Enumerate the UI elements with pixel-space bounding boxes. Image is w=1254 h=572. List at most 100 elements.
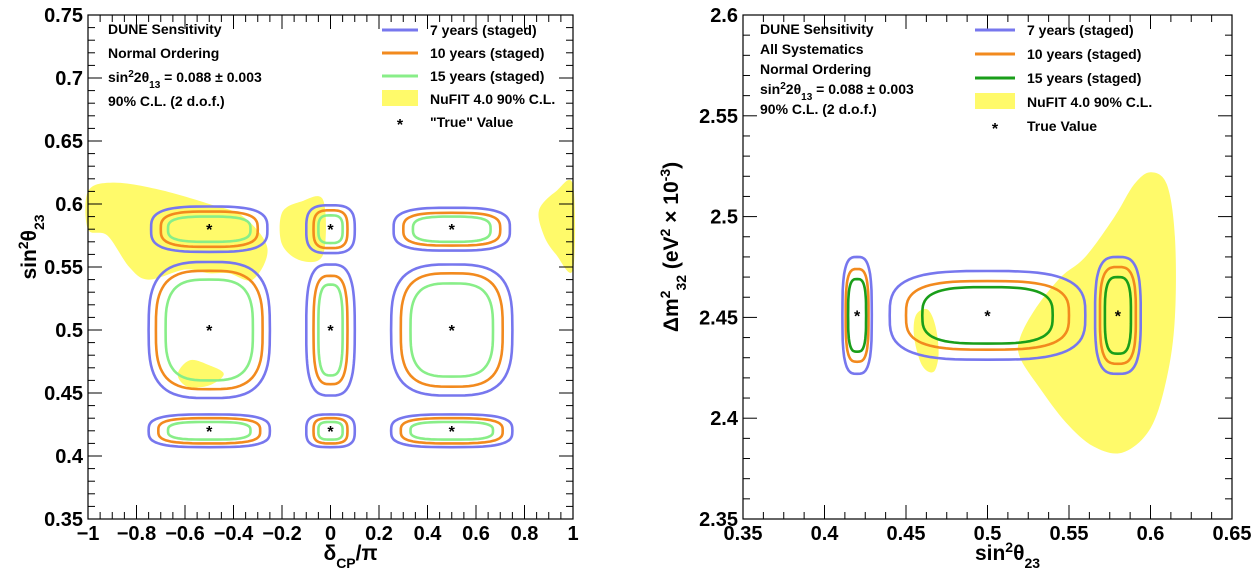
- y-tick-label: 0.7: [55, 68, 83, 90]
- contour-line: [312, 416, 349, 445]
- y-tick-label: 2.35: [699, 509, 738, 531]
- legend-label: 15 years (staged): [430, 68, 544, 84]
- contour-line: [399, 416, 505, 445]
- annotation-line: DUNE Sensitivity: [108, 21, 222, 37]
- legend-swatch-fill: [975, 93, 1015, 109]
- y-tick-label: 0.45: [44, 383, 83, 405]
- contour-line: [317, 213, 344, 245]
- true-value-marker: *: [327, 424, 334, 441]
- nufit-region: [177, 359, 224, 388]
- true-value-marker: *: [854, 308, 861, 325]
- x-tick-label: 0.4: [811, 523, 840, 545]
- x-tick-label: 0.8: [511, 523, 539, 545]
- x-axis-title: δCP/π: [323, 542, 377, 571]
- contour-line: [305, 204, 357, 255]
- contour-line: [317, 283, 344, 377]
- contour-line: [317, 420, 344, 441]
- y-tick-label: 0.65: [44, 131, 83, 153]
- x-tick-label: 0: [325, 523, 336, 545]
- annotation-line: Normal Ordering: [108, 45, 219, 61]
- contour-line: [1098, 265, 1138, 366]
- x-tick-label: 0.6: [462, 523, 490, 545]
- contour-line: [392, 206, 512, 252]
- x-tick-label: −1: [77, 523, 100, 545]
- legend-label: 7 years (staged): [1027, 22, 1134, 38]
- y-tick-label: 0.55: [44, 257, 83, 279]
- y-tick-label: 2.5: [710, 207, 738, 229]
- contour-line: [920, 285, 1055, 345]
- contour-line: [312, 209, 349, 250]
- left-chart-panel: * * * * * * * * * −1 −0.8 −0.6 −0.4 −0.2 0 0.2 0.4 0.6 0.8…: [15, 5, 579, 571]
- contour-line: [904, 279, 1071, 352]
- x-axis-title: sin2θ23: [975, 539, 1040, 571]
- contour-line: [1093, 255, 1142, 376]
- legend-label: 15 years (staged): [1027, 70, 1141, 86]
- contour-line: [147, 413, 272, 449]
- x-tick-label: 0.6: [1137, 523, 1165, 545]
- contour-line: [312, 274, 349, 386]
- true-value-marker: *: [327, 222, 334, 239]
- contour-line: [409, 282, 495, 378]
- y-tick-label: 2.4: [710, 408, 739, 430]
- contour-line: [1103, 275, 1133, 356]
- x-tick-label: 0.45: [887, 523, 926, 545]
- x-tick-label: −0.8: [117, 523, 156, 545]
- y-tick-label: 0.75: [44, 5, 83, 27]
- legend-label: True Value: [1027, 118, 1097, 134]
- annotation-line: Normal Ordering: [760, 61, 871, 77]
- true-value-marker: *: [449, 222, 456, 239]
- contour-line: [305, 413, 357, 449]
- contour-line: [841, 255, 874, 376]
- annotation-line: All Systematics: [760, 41, 864, 57]
- annotation-line: sin22θ13 = 0.088 ± 0.003: [760, 81, 914, 103]
- nufit-region: [279, 196, 326, 263]
- y-tick-label: 0.35: [44, 509, 83, 531]
- annotation-line: 90% C.L. (2 d.o.f.): [108, 93, 225, 109]
- contour-line: [399, 271, 505, 389]
- legend-label: 7 years (staged): [430, 22, 537, 38]
- contour-line: [411, 215, 492, 244]
- annotation-line: sin22θ13 = 0.088 ± 0.003: [108, 69, 262, 91]
- x-tick-label: 0.35: [724, 523, 763, 545]
- contour-line: [166, 215, 252, 244]
- x-tick-label: 1: [567, 523, 578, 545]
- contour-line: [888, 269, 1087, 362]
- x-tick-label: 0.5: [974, 523, 1002, 545]
- contour-line: [305, 263, 357, 397]
- true-value-marker: *: [206, 323, 213, 340]
- nufit-region: [538, 179, 576, 273]
- y-tick-label: 2.45: [699, 307, 738, 329]
- y-axis-title: Δm232 (eV2 × 10-3): [657, 162, 689, 332]
- x-tick-label: 0.2: [365, 523, 393, 545]
- legend-swatch-marker: *: [397, 117, 404, 134]
- contour-line: [844, 267, 870, 364]
- x-tick-label: 0.55: [1050, 523, 1089, 545]
- true-value-marker: *: [327, 323, 334, 340]
- contour-line: [409, 420, 495, 441]
- contour-line: [149, 205, 269, 254]
- x-tick-label: 0.65: [1213, 523, 1252, 545]
- annotation-line: DUNE Sensitivity: [760, 21, 874, 37]
- legend-label: "True" Value: [430, 114, 514, 130]
- true-value-marker: *: [449, 323, 456, 340]
- nufit-region: [1017, 172, 1176, 454]
- right-chart-panel: * * * 0.35 0.4 0.45 0.5 0.55 0.6 0.65 2.35 2.4 2.45 2…: [657, 5, 1251, 571]
- contour-line: [401, 211, 502, 247]
- legend-swatch-fill: [382, 90, 418, 106]
- y-tick-label: 0.4: [55, 446, 84, 468]
- contour-line: [154, 269, 264, 391]
- contour-line: [159, 210, 260, 249]
- contour-line: [156, 416, 262, 445]
- legend-label: 10 years (staged): [430, 45, 544, 61]
- contour-line: [164, 278, 255, 382]
- contour-line: [166, 420, 252, 441]
- contour-line: [389, 263, 514, 397]
- true-value-marker: *: [1115, 308, 1122, 325]
- true-value-marker: *: [206, 424, 213, 441]
- legend-swatch-marker: *: [992, 121, 999, 138]
- true-value-marker: *: [449, 424, 456, 441]
- y-tick-label: 0.5: [55, 320, 83, 342]
- y-tick-label: 2.6: [710, 5, 738, 27]
- true-value-marker: *: [984, 308, 991, 325]
